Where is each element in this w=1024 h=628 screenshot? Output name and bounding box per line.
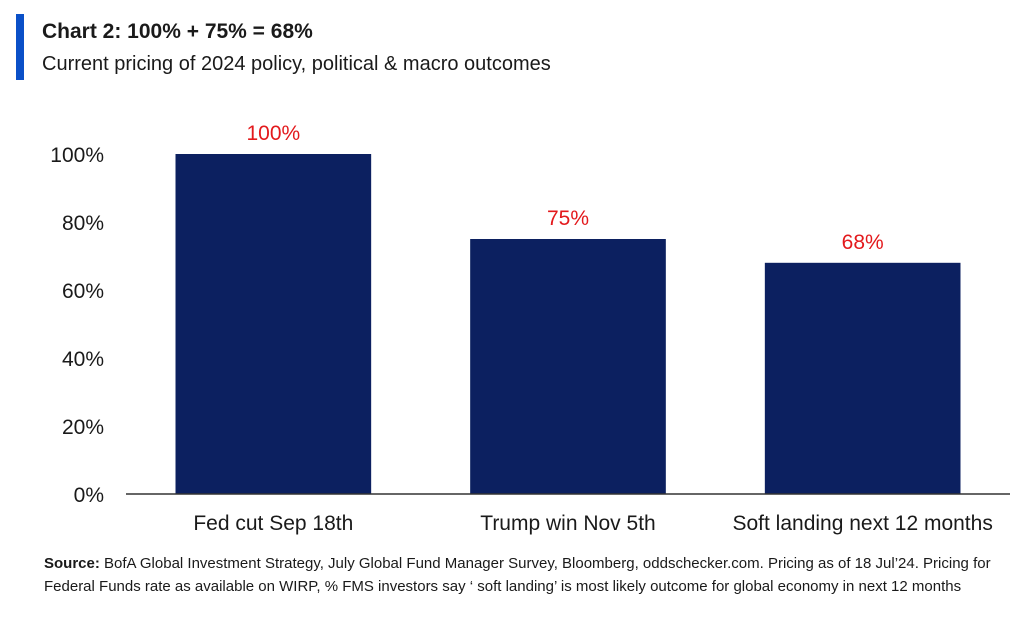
bar xyxy=(764,262,961,494)
source-label: Source: xyxy=(44,555,100,572)
data-label: 75% xyxy=(547,207,589,230)
chart-title: Chart 2: 100% + 75% = 68% xyxy=(42,20,313,43)
data-label: 68% xyxy=(842,231,884,254)
y-tick-label: 80% xyxy=(62,212,104,235)
title-accent-bar xyxy=(16,14,24,80)
y-tick-label: 20% xyxy=(62,416,104,439)
bar xyxy=(175,154,372,494)
data-label: 100% xyxy=(246,122,300,145)
source-text: BofA Global Investment Strategy, July Gl… xyxy=(44,555,991,595)
x-category-label: Fed cut Sep 18th xyxy=(193,512,353,535)
chart-subtitle: Current pricing of 2024 policy, politica… xyxy=(42,53,551,75)
source-note: Source: BofA Global Investment Strategy,… xyxy=(44,552,1004,598)
y-tick-label: 40% xyxy=(62,348,104,371)
y-tick-label: 100% xyxy=(50,144,104,167)
bar xyxy=(470,239,666,494)
y-tick-label: 60% xyxy=(62,280,104,303)
x-category-label: Trump win Nov 5th xyxy=(480,512,655,535)
bar-chart: 0% 20% 40% 60% 80% 100% 100% Fed cut Sep 18th 75… xyxy=(50,122,1010,535)
y-tick-label: 0% xyxy=(74,484,104,507)
x-category-label: Soft landing next 12 months xyxy=(732,512,992,535)
